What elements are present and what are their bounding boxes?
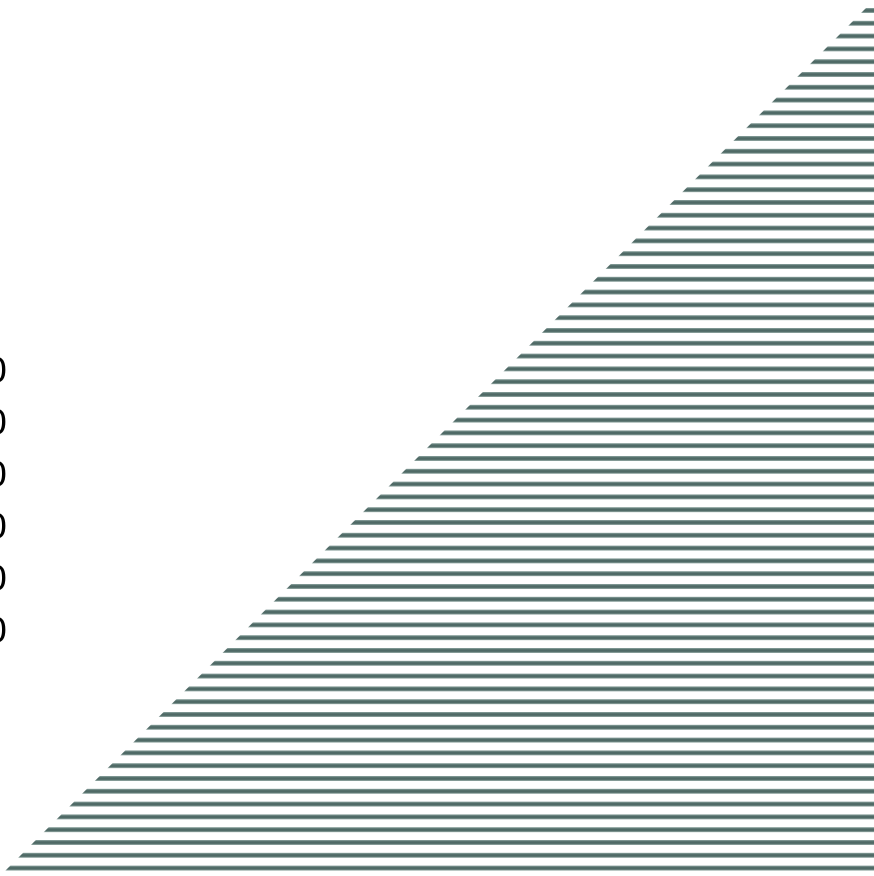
stripe (0, 430, 874, 436)
stripe (0, 72, 874, 77)
stripe (0, 84, 874, 90)
stripe (0, 340, 874, 346)
stripe (0, 622, 874, 628)
stripe (0, 609, 874, 615)
stripe (0, 648, 874, 653)
stripe (0, 673, 874, 679)
stripe (0, 737, 874, 743)
number-label: 0 (0, 348, 46, 400)
stripe (0, 251, 874, 257)
stripe (0, 46, 874, 52)
stripe (0, 801, 874, 807)
stripe (0, 494, 874, 500)
stripe (0, 788, 874, 794)
stripe (0, 699, 874, 705)
stripe (0, 417, 874, 423)
stripe (0, 33, 874, 39)
stripe (0, 148, 874, 154)
stripe (0, 123, 874, 129)
stripe (0, 110, 874, 116)
stripe (0, 520, 874, 525)
stripe (0, 763, 874, 769)
stripe-group (0, 8, 874, 871)
stripe (0, 660, 874, 666)
stripe (0, 686, 874, 692)
stripe (0, 161, 874, 167)
stripe (0, 276, 874, 282)
stripe (0, 635, 874, 641)
stripe (0, 584, 874, 589)
stripe (0, 212, 874, 218)
stripe (0, 315, 874, 321)
stripe (0, 404, 874, 410)
stripe (0, 532, 874, 538)
stripe (0, 814, 874, 820)
stripe (0, 545, 874, 551)
stripe (0, 724, 874, 730)
stripe (0, 840, 874, 845)
stripe (0, 302, 874, 308)
stripe (0, 443, 874, 449)
stripe (0, 238, 874, 244)
stripe (0, 174, 874, 180)
stripe (0, 136, 874, 141)
label-column: 0 0 0 0 0 0 (0, 348, 46, 660)
stripe (0, 468, 874, 474)
stripe (0, 852, 874, 858)
stripe (0, 507, 874, 513)
stripe (0, 481, 874, 487)
number-label: 0 (0, 608, 46, 660)
stripe (0, 558, 874, 564)
stripe (0, 187, 874, 193)
stripe (0, 366, 874, 372)
stripe (0, 827, 874, 833)
number-label: 0 (0, 504, 46, 556)
stripe (0, 379, 874, 385)
stripe (0, 328, 874, 333)
stripe (0, 392, 874, 397)
stripe (0, 59, 874, 65)
stripe (0, 20, 874, 26)
stripe (0, 456, 874, 461)
stripe (0, 289, 874, 295)
stripe (0, 225, 874, 231)
stripe (0, 750, 874, 756)
stripe (0, 712, 874, 717)
stripe (0, 97, 874, 103)
stripe (0, 596, 874, 602)
stripe (0, 865, 874, 871)
number-label: 0 (0, 400, 46, 452)
stripe (0, 8, 874, 13)
stripe (0, 776, 874, 781)
stripe (0, 264, 874, 269)
number-label: 0 (0, 556, 46, 608)
number-label: 0 (0, 452, 46, 504)
stripe (0, 353, 874, 359)
stripe (0, 200, 874, 205)
stripe (0, 571, 874, 577)
